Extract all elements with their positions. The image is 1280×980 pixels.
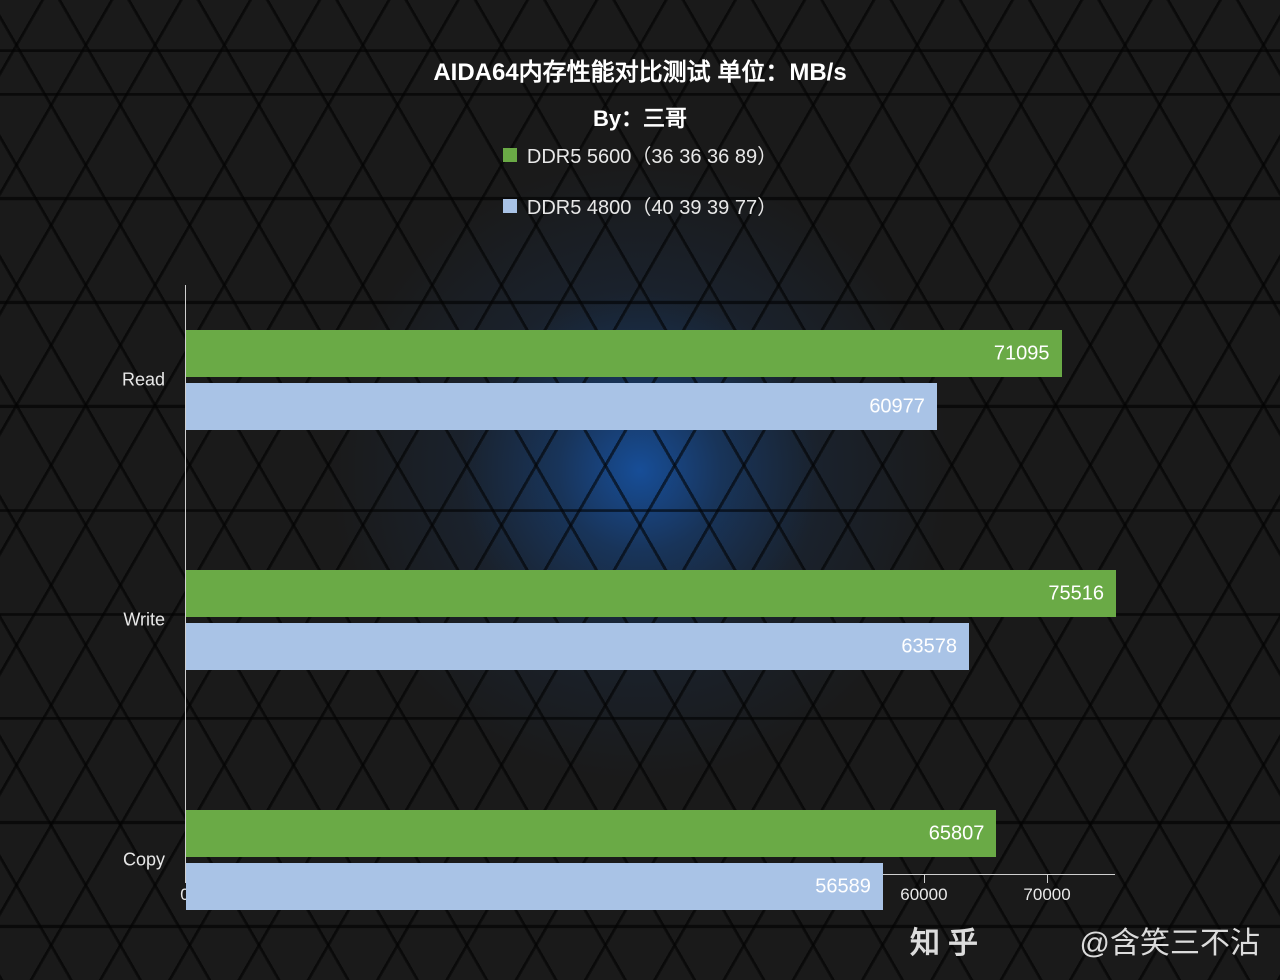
watermark-logo-char-2: 乎 — [948, 918, 980, 962]
legend-item: DDR5 4800（40 39 39 77） — [503, 191, 777, 220]
bar: 71095 — [186, 330, 1062, 377]
chart-title: AIDA64内存性能对比测试 单位：MB/s — [0, 52, 1280, 87]
legend-item: DDR5 5600（36 36 36 89） — [503, 140, 777, 169]
bar-value-label: 56589 — [815, 875, 871, 898]
plot-area: 010000200003000040000500006000070000Read… — [185, 285, 1115, 875]
legend-swatch — [503, 199, 517, 213]
legend: DDR5 5600（36 36 36 89） DDR5 4800（40 39 39… — [0, 140, 1280, 220]
bar: 65807 — [186, 810, 996, 857]
category-label: Read — [122, 370, 165, 391]
bar-value-label: 60977 — [869, 395, 925, 418]
x-tick — [1047, 875, 1048, 883]
bar-value-label: 65807 — [929, 822, 985, 845]
chart-stage: AIDA64内存性能对比测试 单位：MB/s By：三哥 DDR5 5600（3… — [0, 0, 1280, 980]
bar-value-label: 71095 — [994, 342, 1050, 365]
watermark-logo-char-1: 知 — [910, 918, 942, 962]
chart-subtitle: By：三哥 — [0, 101, 1280, 133]
watermark-attribution: @含笑三不沾 — [1080, 918, 1260, 962]
bar: 63578 — [186, 623, 969, 670]
bar: 60977 — [186, 383, 937, 430]
category-label: Copy — [123, 850, 165, 871]
x-tick-label: 70000 — [1023, 885, 1070, 905]
x-tick — [924, 875, 925, 883]
x-tick-label: 60000 — [900, 885, 947, 905]
bar: 56589 — [186, 863, 883, 910]
category-label: Write — [123, 610, 165, 631]
legend-swatch — [503, 148, 517, 162]
title-block: AIDA64内存性能对比测试 单位：MB/s By：三哥 — [0, 52, 1280, 133]
bar-value-label: 63578 — [901, 635, 957, 658]
bar: 75516 — [186, 570, 1116, 617]
bar-value-label: 75516 — [1048, 582, 1104, 605]
watermark-logo: 知 乎 — [910, 918, 980, 962]
legend-label: DDR5 4800（40 39 39 77） — [527, 191, 777, 220]
legend-label: DDR5 5600（36 36 36 89） — [527, 140, 777, 169]
